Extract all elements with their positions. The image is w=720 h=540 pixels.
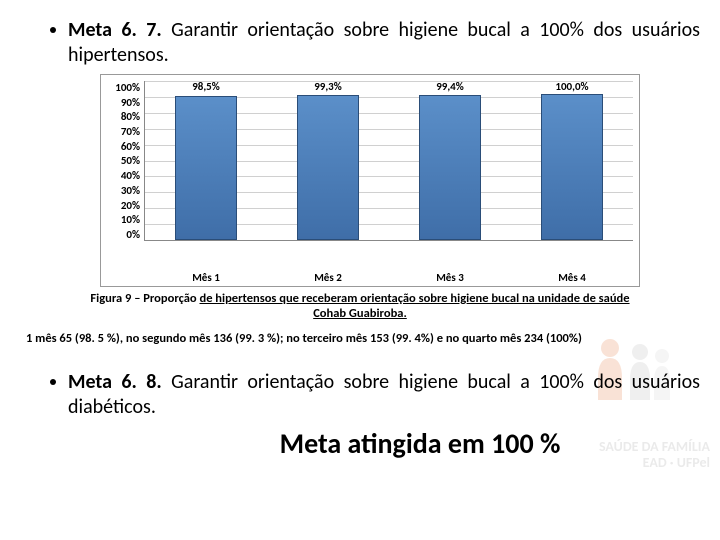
bar	[419, 95, 481, 240]
xtick: Mês 4	[518, 271, 625, 284]
bar	[297, 95, 359, 240]
slide-content: Meta 6. 7. Garantir orientação sobre hig…	[0, 0, 720, 461]
ytick: 0%	[126, 228, 140, 241]
value-label: 99,4%	[436, 80, 464, 93]
meta-6-8-body: Garantir orientação sobre higiene bucal …	[68, 370, 700, 419]
ytick: 10%	[121, 213, 140, 226]
figure-caption: Figura 9 – Proporção de hipertensos que …	[26, 291, 694, 321]
ytick: 20%	[121, 199, 140, 212]
value-label: 98,5%	[192, 80, 220, 93]
xtick: Mês 3	[396, 271, 503, 284]
caption-u1: de hipertensos que receberam orientação …	[199, 291, 629, 306]
bullet-dot-icon	[50, 27, 56, 33]
ytick: 70%	[121, 125, 140, 138]
caption-u2: Cohab Guabiroba.	[313, 306, 407, 321]
bar-group: 99,3%	[274, 81, 381, 240]
meta-6-8-prefix: Meta 6. 8.	[68, 370, 162, 394]
meta-6-7-text: Meta 6. 7. Garantir orientação sobre hig…	[68, 18, 700, 68]
plot-area: 98,5% 99,3% 99,4% 100,0%	[145, 81, 633, 241]
bar-group: 99,4%	[396, 81, 503, 240]
bar	[541, 94, 603, 240]
y-axis: 100% 90% 80% 70% 60% 50% 40% 30% 20% 10%…	[103, 81, 145, 241]
bar-group: 98,5%	[152, 81, 259, 240]
bar	[175, 96, 237, 240]
ytick: 50%	[121, 154, 140, 167]
bar-chart: 100% 90% 80% 70% 60% 50% 40% 30% 20% 10%…	[100, 74, 640, 287]
value-label: 99,3%	[314, 80, 342, 93]
meta-6-8-text: Meta 6. 8. Garantir orientação sobre hig…	[68, 370, 700, 420]
bars: 98,5% 99,3% 99,4% 100,0%	[145, 81, 633, 240]
ytick: 60%	[121, 140, 140, 153]
bar-group: 100,0%	[518, 81, 625, 240]
ytick: 30%	[121, 184, 140, 197]
meta-6-7-prefix: Meta 6. 7.	[68, 18, 162, 42]
detail-text: 1 mês 65 (98. 5 %), no segundo mês 136 (…	[26, 331, 694, 346]
ytick: 80%	[121, 110, 140, 123]
value-label: 100,0%	[555, 80, 588, 93]
ytick: 100%	[115, 81, 140, 94]
x-axis: Mês 1 Mês 2 Mês 3 Mês 4	[145, 271, 633, 284]
bullet-dot-icon	[50, 379, 56, 385]
ytick: 40%	[121, 169, 140, 182]
bullet-meta-6-7: Meta 6. 7. Garantir orientação sobre hig…	[50, 18, 700, 68]
bullet-meta-6-8: Meta 6. 8. Garantir orientação sobre hig…	[50, 370, 700, 420]
caption-pre: Figura 9 – Proporção	[90, 291, 199, 306]
xtick: Mês 1	[152, 271, 259, 284]
xtick: Mês 2	[274, 271, 381, 284]
result-heading: Meta atingida em 100 %	[140, 426, 700, 461]
ytick: 90%	[121, 96, 140, 109]
meta-6-7-body: Garantir orientação sobre higiene bucal …	[68, 18, 700, 67]
